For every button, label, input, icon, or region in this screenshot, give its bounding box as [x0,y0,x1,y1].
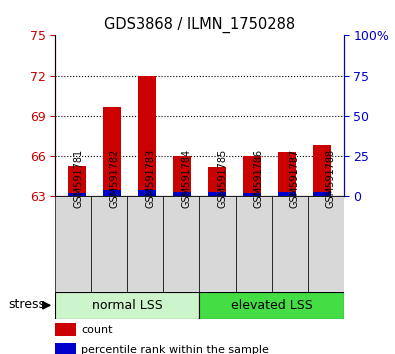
Bar [278,152,295,196]
Bar [127,196,164,292]
Bar [68,166,86,196]
Bar [68,193,86,196]
Bar [164,196,199,292]
Text: GSM591784: GSM591784 [181,149,192,208]
Text: GSM591785: GSM591785 [218,149,228,208]
Bar [243,156,261,196]
Text: count: count [81,325,113,335]
Bar [272,196,308,292]
Bar [235,196,272,292]
Text: elevated LSS: elevated LSS [231,299,312,312]
Bar [278,192,295,196]
Bar [138,76,156,196]
Bar [308,196,344,292]
Text: GSM591783: GSM591783 [145,149,155,208]
Text: GSM591786: GSM591786 [254,149,263,208]
Bar [55,196,91,292]
Bar [103,107,121,196]
Bar [138,190,156,196]
Text: GSM591787: GSM591787 [290,149,299,208]
Text: GSM591781: GSM591781 [73,149,83,208]
Bar [173,156,191,196]
Bar [243,193,261,196]
Text: percentile rank within the sample: percentile rank within the sample [81,345,269,354]
Bar [208,192,226,196]
Bar [55,343,76,354]
Bar [199,292,344,319]
Bar [55,323,76,336]
Title: GDS3868 / ILMN_1750288: GDS3868 / ILMN_1750288 [104,16,295,33]
Bar [55,292,199,319]
Bar [91,196,127,292]
Bar [208,167,226,196]
Bar [199,196,235,292]
Text: stress: stress [8,298,45,311]
Text: GSM591788: GSM591788 [325,149,336,208]
Bar [313,192,331,196]
Text: GSM591782: GSM591782 [109,149,119,208]
Text: normal LSS: normal LSS [92,299,163,312]
Bar [103,190,121,196]
Bar [313,145,331,196]
Bar [173,192,191,196]
